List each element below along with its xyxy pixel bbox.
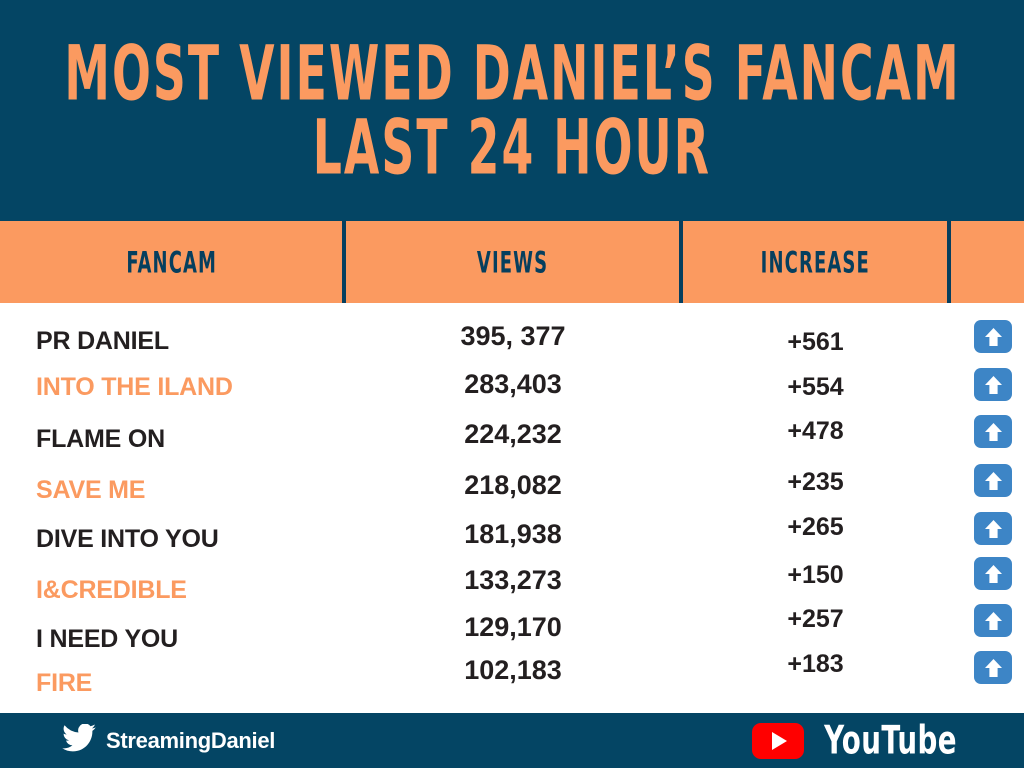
column-header-increase-label: INCREASE xyxy=(760,244,871,280)
fancam-name: FIRE xyxy=(36,669,93,697)
page-title-line-1: MOST VIEWED DANIEL’S FANCAM xyxy=(63,29,961,119)
views-value: 181,938 xyxy=(464,519,562,549)
twitter-credit: StreamingDaniel xyxy=(62,713,275,768)
increase-value: +265 xyxy=(787,513,844,541)
youtube-play-icon xyxy=(751,722,804,759)
increase-value: +257 xyxy=(787,605,844,633)
increase-value: +183 xyxy=(787,650,844,678)
views-value: 133,273 xyxy=(464,565,562,595)
fancam-name: I NEED YOU xyxy=(36,625,179,653)
youtube-credit: YouTube xyxy=(751,713,966,768)
arrow-up-icon xyxy=(974,604,1012,637)
column-header-fancam-label: FANCAM xyxy=(126,244,218,280)
footer-bar: StreamingDaniel YouTube xyxy=(0,713,1024,768)
column-header-views: VIEWS xyxy=(346,221,680,303)
views-value: 218,082 xyxy=(464,470,562,500)
arrow-up-icon xyxy=(974,557,1012,590)
page-title-line-2: LAST 24 HOUR xyxy=(312,102,712,192)
fancam-name: INTO THE ILAND xyxy=(36,373,233,401)
column-header-views-label: VIEWS xyxy=(477,244,549,280)
table-row: PR DANIEL xyxy=(36,327,169,356)
arrow-up-icon xyxy=(974,651,1012,684)
increase-value: +150 xyxy=(787,561,844,589)
youtube-label: YouTube xyxy=(815,718,966,763)
views-value: 102,183 xyxy=(464,655,562,685)
arrow-up-icon xyxy=(974,320,1012,353)
twitter-bird-icon xyxy=(62,723,96,757)
views-value: 224,232 xyxy=(464,419,562,449)
views-value: 395, 377 xyxy=(460,321,566,351)
table-header-row: FANCAM VIEWS INCREASE xyxy=(0,221,1024,303)
column-header-fancam: FANCAM xyxy=(0,221,344,303)
fancam-name: FLAME ON xyxy=(36,425,165,453)
arrow-up-icon xyxy=(974,464,1012,497)
youtube-label-text: YouTube xyxy=(823,718,957,763)
play-triangle-icon xyxy=(772,731,788,750)
arrow-up-icon xyxy=(974,368,1012,401)
increase-value: +561 xyxy=(787,328,844,356)
fancam-name: SAVE ME xyxy=(36,476,146,504)
table-body: PR DANIEL 395, 377 +561 INTO THE ILAND 2… xyxy=(0,303,1024,713)
table-row: FLAME ON xyxy=(36,425,165,454)
table-row: INTO THE ILAND xyxy=(36,373,233,402)
increase-value: +554 xyxy=(787,373,844,401)
views-value: 283,403 xyxy=(464,369,562,399)
table-row: I NEED YOU xyxy=(36,625,178,654)
title-banner: MOST VIEWED DANIEL’S FANCAM LAST 24 HOUR xyxy=(0,0,1024,221)
table-row: DIVE INTO YOU xyxy=(36,525,219,554)
twitter-handle: StreamingDaniel xyxy=(106,727,276,753)
column-header-increase: INCREASE xyxy=(683,221,948,303)
table-row: SAVE ME xyxy=(36,476,145,505)
increase-value: +235 xyxy=(787,468,844,496)
arrow-up-icon xyxy=(974,415,1012,448)
fancam-name: PR DANIEL xyxy=(36,327,169,355)
views-value: 129,170 xyxy=(464,612,562,642)
table-row: FIRE xyxy=(36,669,92,698)
table-row: I&CREDIBLE xyxy=(36,576,187,605)
increase-value: +478 xyxy=(787,417,844,445)
fancam-name: DIVE INTO YOU xyxy=(36,525,219,553)
fancam-name: I&CREDIBLE xyxy=(36,576,187,604)
arrow-up-icon xyxy=(974,512,1012,545)
